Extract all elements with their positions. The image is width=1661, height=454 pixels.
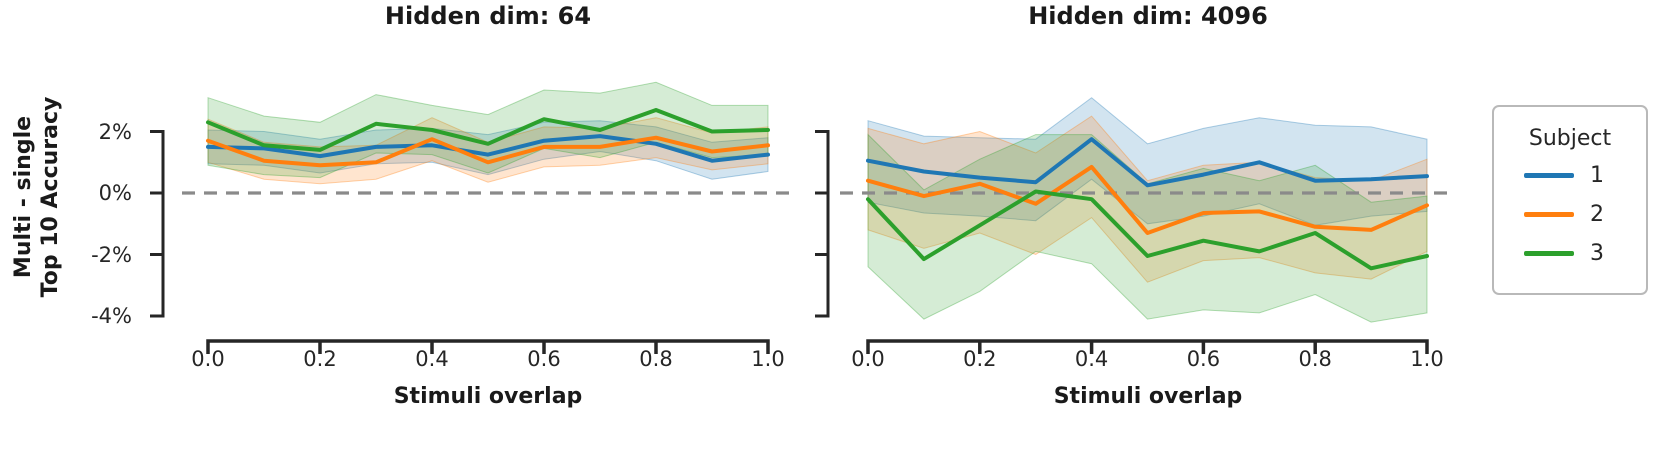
y-tick-label-2pct: 2% bbox=[98, 119, 132, 144]
x-axis-label-right: Stimuli overlap bbox=[1053, 384, 1243, 409]
panel-title-left: Hidden dim: 64 bbox=[384, 2, 592, 30]
legend-label: 2 bbox=[1590, 201, 1604, 227]
legend-label: 1 bbox=[1590, 162, 1604, 188]
x-tick-label: 0.2 bbox=[963, 347, 997, 371]
x-tick-label: 0.4 bbox=[415, 347, 449, 371]
x-tick-label: 0.4 bbox=[1074, 347, 1109, 371]
y-tick-label-0pct: 0% bbox=[98, 181, 132, 205]
subject-1-line-swatch bbox=[1524, 172, 1574, 178]
y-tick-label-neg2pct: -2% bbox=[91, 242, 132, 267]
legend-entry-subject-1: 1 bbox=[1524, 162, 1634, 188]
legend-entry-subject-3: 3 bbox=[1524, 240, 1634, 266]
x-tick-label: 0.2 bbox=[303, 347, 337, 371]
legend-title: Subject bbox=[1528, 126, 1612, 151]
x-tick-label: 0.8 bbox=[1298, 347, 1332, 371]
legend-label: 3 bbox=[1590, 240, 1604, 266]
x-tick-label: 0.0 bbox=[851, 347, 885, 371]
x-tick-label: 0.0 bbox=[191, 347, 225, 371]
subject-2-line-swatch bbox=[1524, 211, 1574, 217]
x-tick-label: 1.0 bbox=[751, 347, 785, 371]
x-tick-label: 0.8 bbox=[639, 347, 673, 371]
x-tick-label: 0.6 bbox=[527, 347, 561, 371]
subject-3-line-swatch bbox=[1524, 250, 1574, 256]
legend-entry-subject-2: 2 bbox=[1524, 201, 1634, 227]
y-tick-label-neg4pct: -4% bbox=[91, 304, 132, 328]
legend-box: Subject 1 2 3 bbox=[1492, 105, 1648, 295]
x-tick-label: 1.0 bbox=[1410, 347, 1444, 371]
x-tick-label: 0.6 bbox=[1186, 347, 1221, 371]
x-axis-label-left: Stimuli overlap bbox=[393, 384, 583, 409]
panel-title-right: Hidden dim: 4096 bbox=[1028, 2, 1268, 30]
